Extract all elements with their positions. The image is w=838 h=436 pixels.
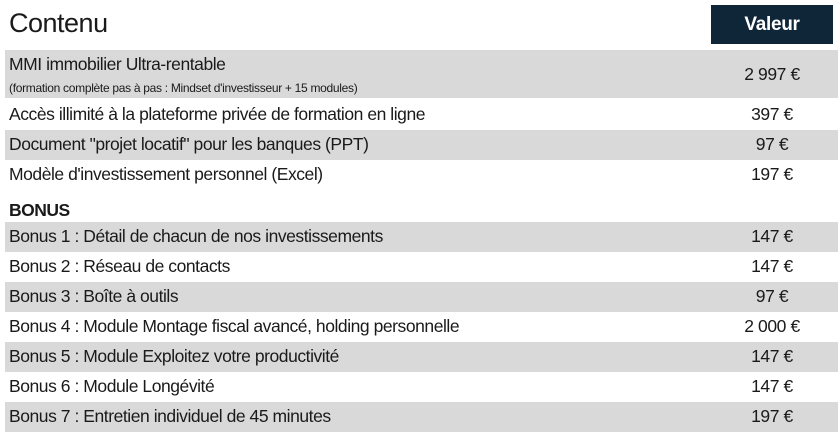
row-label: Bonus 2 : Réseau de contacts	[9, 256, 230, 276]
row-value: 147 €	[751, 226, 793, 246]
row-label: Document "projet locatif" pour les banqu…	[9, 134, 369, 154]
row-label: Bonus 6 : Module Longévité	[9, 376, 215, 396]
row-sublabel: (formation complète pas à pas : Mindset …	[9, 81, 358, 95]
row-label: Bonus 4 : Module Montage fiscal avancé, …	[9, 316, 460, 336]
row-value: 197 €	[751, 406, 793, 426]
row-value: 147 €	[751, 376, 793, 396]
row-value: 2 000 €	[744, 316, 800, 336]
table-row: Document "projet locatif" pour les banqu…	[5, 130, 838, 160]
content-heading: Contenu	[9, 8, 108, 38]
table-row: Bonus 7 : Entretien individuel de 45 min…	[5, 402, 838, 432]
row-label: Bonus 3 : Boîte à outils	[9, 286, 179, 306]
table-row: Bonus 2 : Réseau de contacts 147 €	[5, 252, 838, 282]
row-label: Bonus 5 : Module Exploitez votre product…	[9, 346, 339, 366]
table-row: Bonus 6 : Module Longévité 147 €	[5, 372, 838, 402]
row-value: 397 €	[751, 104, 793, 124]
row-label: Bonus 7 : Entretien individuel de 45 min…	[9, 406, 331, 426]
row-value: 147 €	[751, 346, 793, 366]
row-label: Modèle d'investissement personnel (Excel…	[9, 164, 323, 184]
value-heading: Valeur	[711, 5, 833, 44]
row-label: Bonus 1 : Détail de chacun de nos invest…	[9, 226, 383, 246]
row-value: 97 €	[755, 134, 789, 154]
table-row: Bonus 4 : Module Montage fiscal avancé, …	[5, 312, 838, 342]
row-value: 2 997 €	[744, 64, 800, 84]
table-row: Modèle d'investissement personnel (Excel…	[5, 160, 838, 190]
row-value: 97 €	[755, 286, 789, 306]
table-row: Bonus 1 : Détail de chacun de nos invest…	[5, 222, 838, 252]
bonus-heading: BONUS	[9, 200, 70, 220]
row-label: MMI immobilier Ultra-rentable	[9, 54, 226, 74]
table-row: MMI immobilier Ultra-rentable (formation…	[5, 50, 838, 98]
table-row: Accès illimité à la plateforme privée de…	[5, 100, 838, 130]
row-label: Accès illimité à la plateforme privée de…	[9, 104, 426, 124]
row-value: 197 €	[751, 164, 793, 184]
table-row: Bonus 3 : Boîte à outils 97 €	[5, 282, 838, 312]
row-value: 147 €	[751, 256, 793, 276]
table-row: Bonus 5 : Module Exploitez votre product…	[5, 342, 838, 372]
